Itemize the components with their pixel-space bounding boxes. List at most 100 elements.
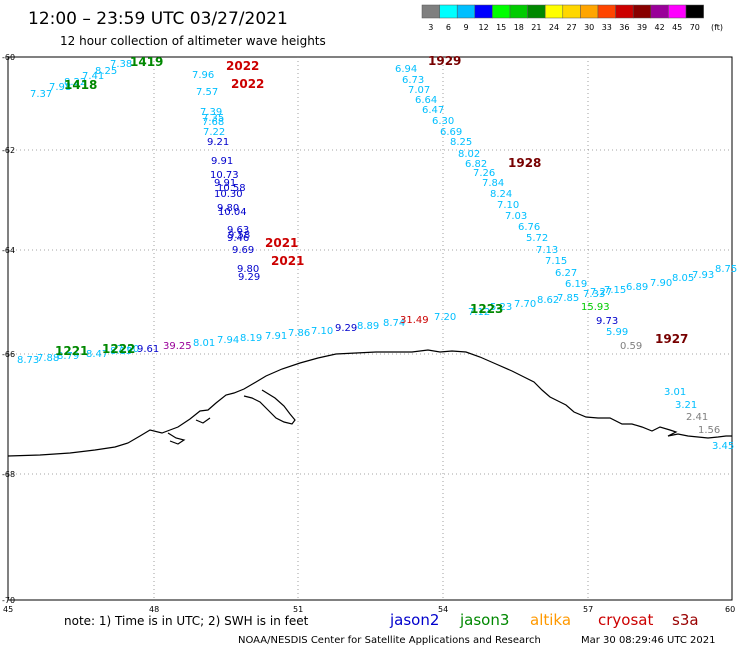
wave-height-reading: 6.76 [518, 222, 540, 233]
wave-height-reading: 8.24 [490, 189, 512, 200]
wave-height-observations: 7.388.257.418.227.987.377.967.577.397.35… [17, 59, 737, 452]
wave-height-reading: 2.41 [686, 412, 708, 423]
map-title: 12:00 – 23:59 UTC 03/27/2021 [28, 9, 288, 29]
wave-height-reading: 10.58 [217, 183, 246, 194]
legend-swatch [597, 4, 616, 19]
satellite-legend: jason2 jason3 altika cryosat s3a [389, 611, 699, 629]
satellite-label: jason2 [389, 611, 439, 629]
legend-label: 27 [567, 23, 577, 32]
longitude-labels: 45 48 51 54 57 60 [3, 605, 735, 614]
pass-labels: 1419 1418 2022 2022 1929 1928 2021 2021 1223 1927… [55, 54, 688, 358]
legend-label: 30 [584, 23, 594, 32]
wave-height-reading: 9.63 [227, 225, 249, 236]
pass-number-label: 1418 [64, 78, 97, 92]
legend-swatch [492, 4, 511, 19]
legend-swatch [474, 4, 493, 19]
wave-height-reading: 7.91 [265, 331, 287, 342]
wave-height-reading: 7.38 [110, 59, 132, 70]
color-scale-legend: (ft) 3 6 9 12 15 18 21 24 27 30 33 36 39 42 45 70 [421, 4, 723, 32]
wave-height-reading: 6.82 [465, 159, 487, 170]
longitude-label: 45 [3, 605, 13, 614]
legend-unit: (ft) [711, 23, 723, 32]
longitude-label: 54 [438, 605, 448, 614]
legend-label: 39 [637, 23, 647, 32]
pass-number-label: 2022 [231, 77, 264, 91]
wave-height-reading: 8.75 [715, 264, 737, 275]
wave-height-reading: 9.91 [211, 156, 233, 167]
lat-lon-grid [8, 57, 732, 600]
wave-height-reading: 3.01 [664, 387, 686, 398]
wave-height-reading: 7.26 [473, 168, 495, 179]
pass-number-label: 1221 [55, 344, 88, 358]
wave-height-reading: 8.79 [57, 351, 79, 362]
wave-height-reading: 9.58 [228, 230, 250, 241]
wave-height-reading: 6.69 [440, 127, 462, 138]
wave-height-reading: 7.10 [311, 326, 333, 337]
wave-height-reading: 9.91 [214, 178, 236, 189]
legend-label: 3 [428, 23, 433, 32]
wave-height-reading: 8.22 [64, 77, 86, 88]
wave-height-reading: 39.25 [163, 341, 192, 352]
latitude-label: -66 [2, 350, 15, 359]
wave-height-reading: 7.20 [434, 312, 456, 323]
wave-height-reading: 7.33 [583, 289, 605, 300]
wave-height-reading: 31.49 [400, 315, 429, 326]
wave-height-reading: 7.15 [545, 256, 567, 267]
pass-number-label: 1419 [130, 55, 163, 69]
pass-number-label: 2021 [265, 236, 298, 250]
legend-label: 33 [602, 23, 612, 32]
wave-height-reading: 9.69 [232, 245, 254, 256]
wave-height-reading: 8.19 [240, 333, 262, 344]
wave-height-reading: 8.47 [86, 349, 108, 360]
legend-label: 12 [479, 23, 489, 32]
wave-height-reading: 5.99 [606, 327, 628, 338]
legend-label: 15 [496, 23, 506, 32]
wave-height-reading: 8.74 [383, 318, 405, 329]
wave-height-reading: 9.61 [137, 344, 159, 355]
legend-swatch [509, 4, 528, 19]
legend-swatch [456, 4, 476, 19]
wave-height-reading: 8.62 [537, 295, 559, 306]
longitude-label: 57 [583, 605, 593, 614]
wave-height-reading: 5.23 [490, 302, 512, 313]
wave-height-reading: 3.21 [675, 400, 697, 411]
legend-swatch [685, 4, 704, 19]
wave-height-reading: 6.64 [415, 95, 437, 106]
wave-height-reading: 7.13 [536, 245, 558, 256]
wave-height-reading: 7.84 [482, 178, 504, 189]
wave-height-reading: 7.22 [203, 127, 225, 138]
wave-height-reading: 7.70 [514, 299, 536, 310]
pass-number-label: 1928 [508, 156, 541, 170]
legend-label: 45 [672, 23, 682, 32]
wave-height-reading: 8.01 [193, 338, 215, 349]
wave-height-reading: 8.02 [458, 149, 480, 160]
wave-height-reading: 6.89 [626, 282, 648, 293]
wave-height-reading: 8.05 [672, 273, 694, 284]
pass-number-label: 1223 [470, 302, 503, 316]
latitude-label: -68 [2, 470, 15, 479]
wave-height-reading: 7.93 [692, 270, 714, 281]
wave-height-reading: 7.98 [49, 82, 71, 93]
legend-swatch [632, 4, 652, 19]
wave-height-reading: 9.29 [238, 272, 260, 283]
legend-label: 24 [549, 23, 559, 32]
coastline-islands [167, 417, 211, 445]
footer-timestamp: Mar 30 08:29:46 UTC 2021 [581, 635, 716, 646]
wave-height-reading: 15.93 [581, 302, 610, 313]
satellite-label: s3a [672, 611, 699, 629]
latitude-label: -70 [2, 596, 15, 605]
wave-height-reading: 6.47 [422, 105, 444, 116]
wave-height-reading: 7.35 [202, 113, 224, 124]
longitude-label: 48 [149, 605, 159, 614]
pass-number-label: 2022 [226, 59, 259, 73]
wave-height-reading: 7.12 [468, 307, 490, 318]
wave-height-reading: 7.41 [82, 71, 104, 82]
wave-height-reading: 10.30 [214, 189, 243, 200]
legend-swatch [615, 4, 634, 19]
legend-swatch [439, 4, 458, 19]
latitude-label: -60 [2, 53, 15, 62]
wave-height-reading: 0.59 [620, 341, 642, 352]
wave-height-reading: 6.30 [432, 116, 454, 127]
pass-number-label: 1222 [102, 342, 135, 356]
legend-swatch [562, 4, 581, 19]
